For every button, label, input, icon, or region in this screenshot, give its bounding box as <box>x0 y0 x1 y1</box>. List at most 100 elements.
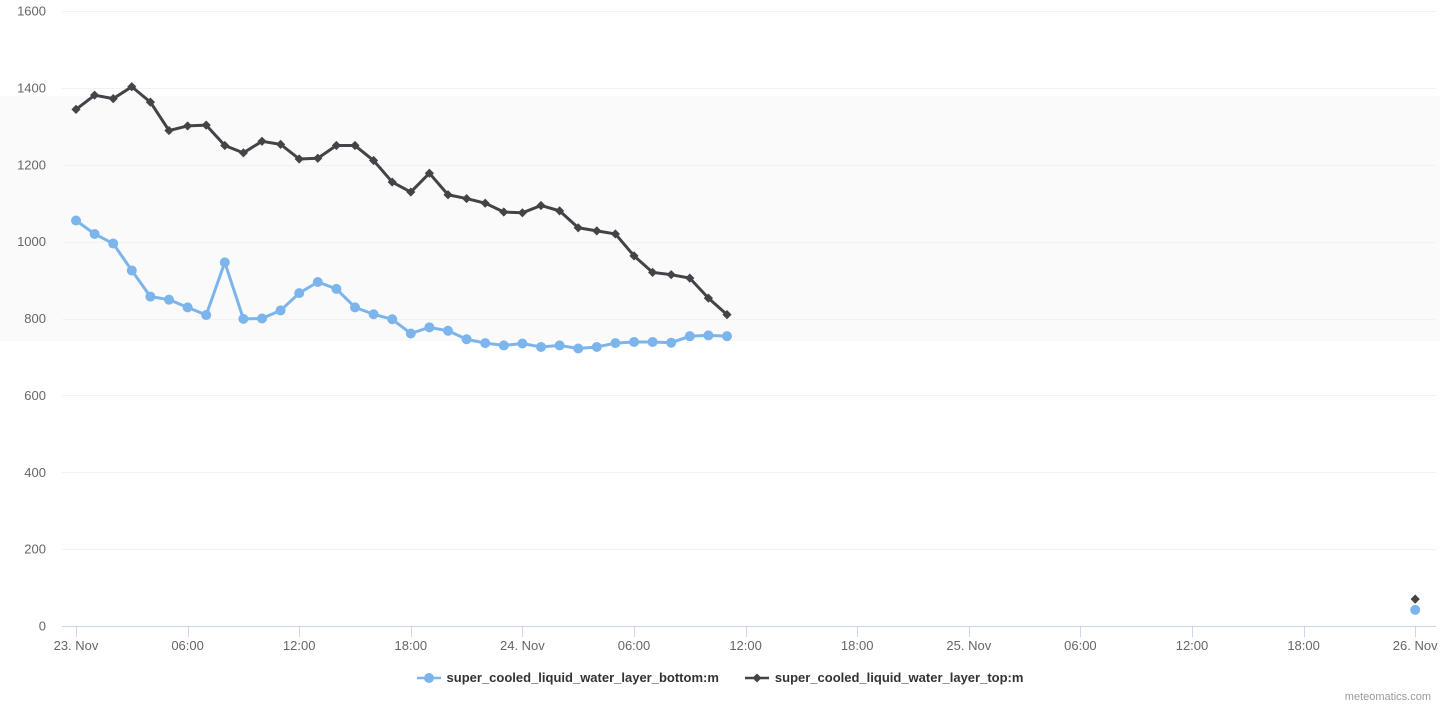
data-point-top[interactable] <box>127 82 137 92</box>
data-point-top[interactable] <box>480 198 490 208</box>
data-point-bottom[interactable] <box>536 341 546 352</box>
data-point-top[interactable] <box>183 121 193 131</box>
data-point-bottom[interactable] <box>703 330 714 341</box>
data-point-bottom[interactable] <box>275 305 286 316</box>
watermark-link[interactable]: meteomatics.com <box>1344 691 1431 703</box>
data-point-top[interactable] <box>276 139 286 149</box>
data-point-bottom[interactable] <box>126 265 137 276</box>
x-axis-label: 18:00 <box>395 638 428 653</box>
data-point-top[interactable] <box>1410 594 1420 604</box>
data-point-top[interactable] <box>108 94 118 104</box>
data-point-bottom[interactable] <box>368 309 379 320</box>
data-point-bottom[interactable] <box>312 276 323 287</box>
data-point-bottom[interactable] <box>647 336 658 347</box>
data-point-top[interactable] <box>220 140 230 151</box>
x-axis-label: 06:00 <box>1064 638 1097 653</box>
series-bottom-marker-icon <box>416 671 441 685</box>
data-point-top[interactable] <box>722 310 732 320</box>
data-point-bottom[interactable] <box>424 322 435 333</box>
data-point-bottom[interactable] <box>350 302 360 313</box>
data-point-bottom[interactable] <box>108 238 119 249</box>
x-axis-label: 06:00 <box>618 638 651 653</box>
data-point-top[interactable] <box>517 208 527 218</box>
series-top-marker-icon <box>744 671 769 685</box>
data-point-bottom[interactable] <box>387 314 398 325</box>
data-point-bottom[interactable] <box>629 336 639 347</box>
data-point-top[interactable] <box>703 293 713 303</box>
data-point-top[interactable] <box>164 125 174 136</box>
data-point-top[interactable] <box>536 200 546 211</box>
data-point-top[interactable] <box>555 206 565 216</box>
legend-item-scl-water-layer-bottom[interactable]: super_cooled_liquid_water_layer_bottom:m <box>416 670 719 685</box>
data-point-bottom[interactable] <box>145 291 156 302</box>
y-axis-label-1400: 1400 <box>17 80 46 95</box>
chart-legend: super_cooled_liquid_water_layer_bottom:m… <box>0 670 1440 685</box>
data-point-bottom[interactable] <box>182 302 193 313</box>
data-point-bottom[interactable] <box>164 294 174 305</box>
data-point-bottom[interactable] <box>554 340 565 351</box>
data-point-top[interactable] <box>90 90 100 100</box>
data-point-bottom[interactable] <box>1410 604 1421 615</box>
data-point-top[interactable] <box>369 155 379 166</box>
y-axis-label-200: 200 <box>24 542 46 557</box>
data-point-top[interactable] <box>350 140 360 151</box>
y-axis-label-1600: 1600 <box>17 4 46 19</box>
data-point-top[interactable] <box>610 229 620 239</box>
x-axis-label: 12:00 <box>729 638 762 653</box>
x-axis-label: 25. Nov <box>946 638 991 653</box>
data-point-top[interactable] <box>71 104 81 114</box>
data-point-bottom[interactable] <box>517 338 528 349</box>
data-point-bottom[interactable] <box>461 334 472 345</box>
data-point-top[interactable] <box>443 190 453 200</box>
data-point-bottom[interactable] <box>573 343 584 354</box>
data-point-top[interactable] <box>331 140 341 151</box>
data-point-top[interactable] <box>238 148 248 158</box>
data-point-bottom[interactable] <box>71 215 81 226</box>
data-point-bottom[interactable] <box>294 288 305 299</box>
data-point-bottom[interactable] <box>684 331 695 342</box>
data-point-top[interactable] <box>666 270 676 280</box>
data-point-bottom[interactable] <box>201 310 212 321</box>
data-point-top[interactable] <box>573 223 583 233</box>
data-point-bottom[interactable] <box>443 325 453 336</box>
data-point-top[interactable] <box>313 153 323 163</box>
legend-item-scl-water-layer-top[interactable]: super_cooled_liquid_water_layer_top:m <box>744 670 1024 685</box>
y-axis-label-1000: 1000 <box>17 234 46 249</box>
data-point-top[interactable] <box>648 267 658 277</box>
y-axis-label-800: 800 <box>24 311 46 326</box>
data-point-top[interactable] <box>685 273 695 283</box>
data-point-top[interactable] <box>201 120 211 130</box>
data-point-top[interactable] <box>424 168 434 178</box>
x-axis-label: 26. Nov <box>1393 638 1438 653</box>
data-point-bottom[interactable] <box>722 331 732 342</box>
data-point-top[interactable] <box>499 207 509 217</box>
data-point-bottom[interactable] <box>498 340 509 351</box>
data-point-bottom[interactable] <box>257 313 267 324</box>
y-axis-label-400: 400 <box>24 465 46 480</box>
data-point-bottom[interactable] <box>89 228 100 239</box>
data-point-top[interactable] <box>592 226 602 236</box>
data-point-bottom[interactable] <box>480 338 491 349</box>
data-point-top[interactable] <box>257 136 267 146</box>
x-axis-label: 23. Nov <box>54 638 99 653</box>
data-point-top[interactable] <box>294 154 304 164</box>
data-point-top[interactable] <box>406 187 416 197</box>
plot-band <box>0 96 1440 341</box>
data-point-top[interactable] <box>387 177 397 187</box>
legend-label-top: super_cooled_liquid_water_layer_top:m <box>774 670 1024 685</box>
data-point-bottom[interactable] <box>331 283 342 294</box>
data-point-bottom[interactable] <box>591 341 602 352</box>
data-point-top[interactable] <box>145 97 155 107</box>
data-point-bottom[interactable] <box>666 337 677 348</box>
data-point-bottom[interactable] <box>405 328 416 339</box>
data-point-bottom[interactable] <box>219 257 230 268</box>
data-point-bottom[interactable] <box>238 313 249 324</box>
data-point-top[interactable] <box>462 193 472 204</box>
data-point-top[interactable] <box>629 251 639 261</box>
legend-label-bottom: super_cooled_liquid_water_layer_bottom:m <box>446 670 719 685</box>
x-axis-label: 12:00 <box>283 638 316 653</box>
y-axis-label-0: 0 <box>39 619 46 634</box>
data-point-bottom[interactable] <box>610 338 621 349</box>
